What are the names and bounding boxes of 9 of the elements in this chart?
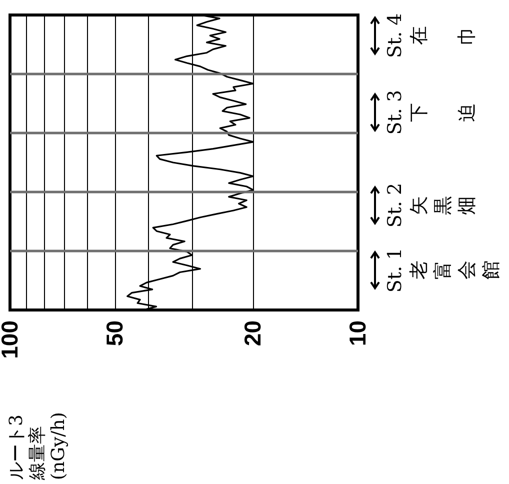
- text: St. 4 在巾: [384, 13, 478, 58]
- text: St. 1 老富会館: [384, 248, 502, 293]
- x-tick-label: 20: [240, 320, 266, 346]
- x-tick-label: 10: [344, 320, 370, 346]
- text: St. 2 矢黒畑: [384, 182, 478, 228]
- x-tick-label: 50: [101, 320, 128, 346]
- x-tick-label: 100: [0, 320, 22, 359]
- text: ルート3 線量率 (nGy/h): [6, 412, 69, 481]
- text: St. 3 下迫: [384, 90, 478, 135]
